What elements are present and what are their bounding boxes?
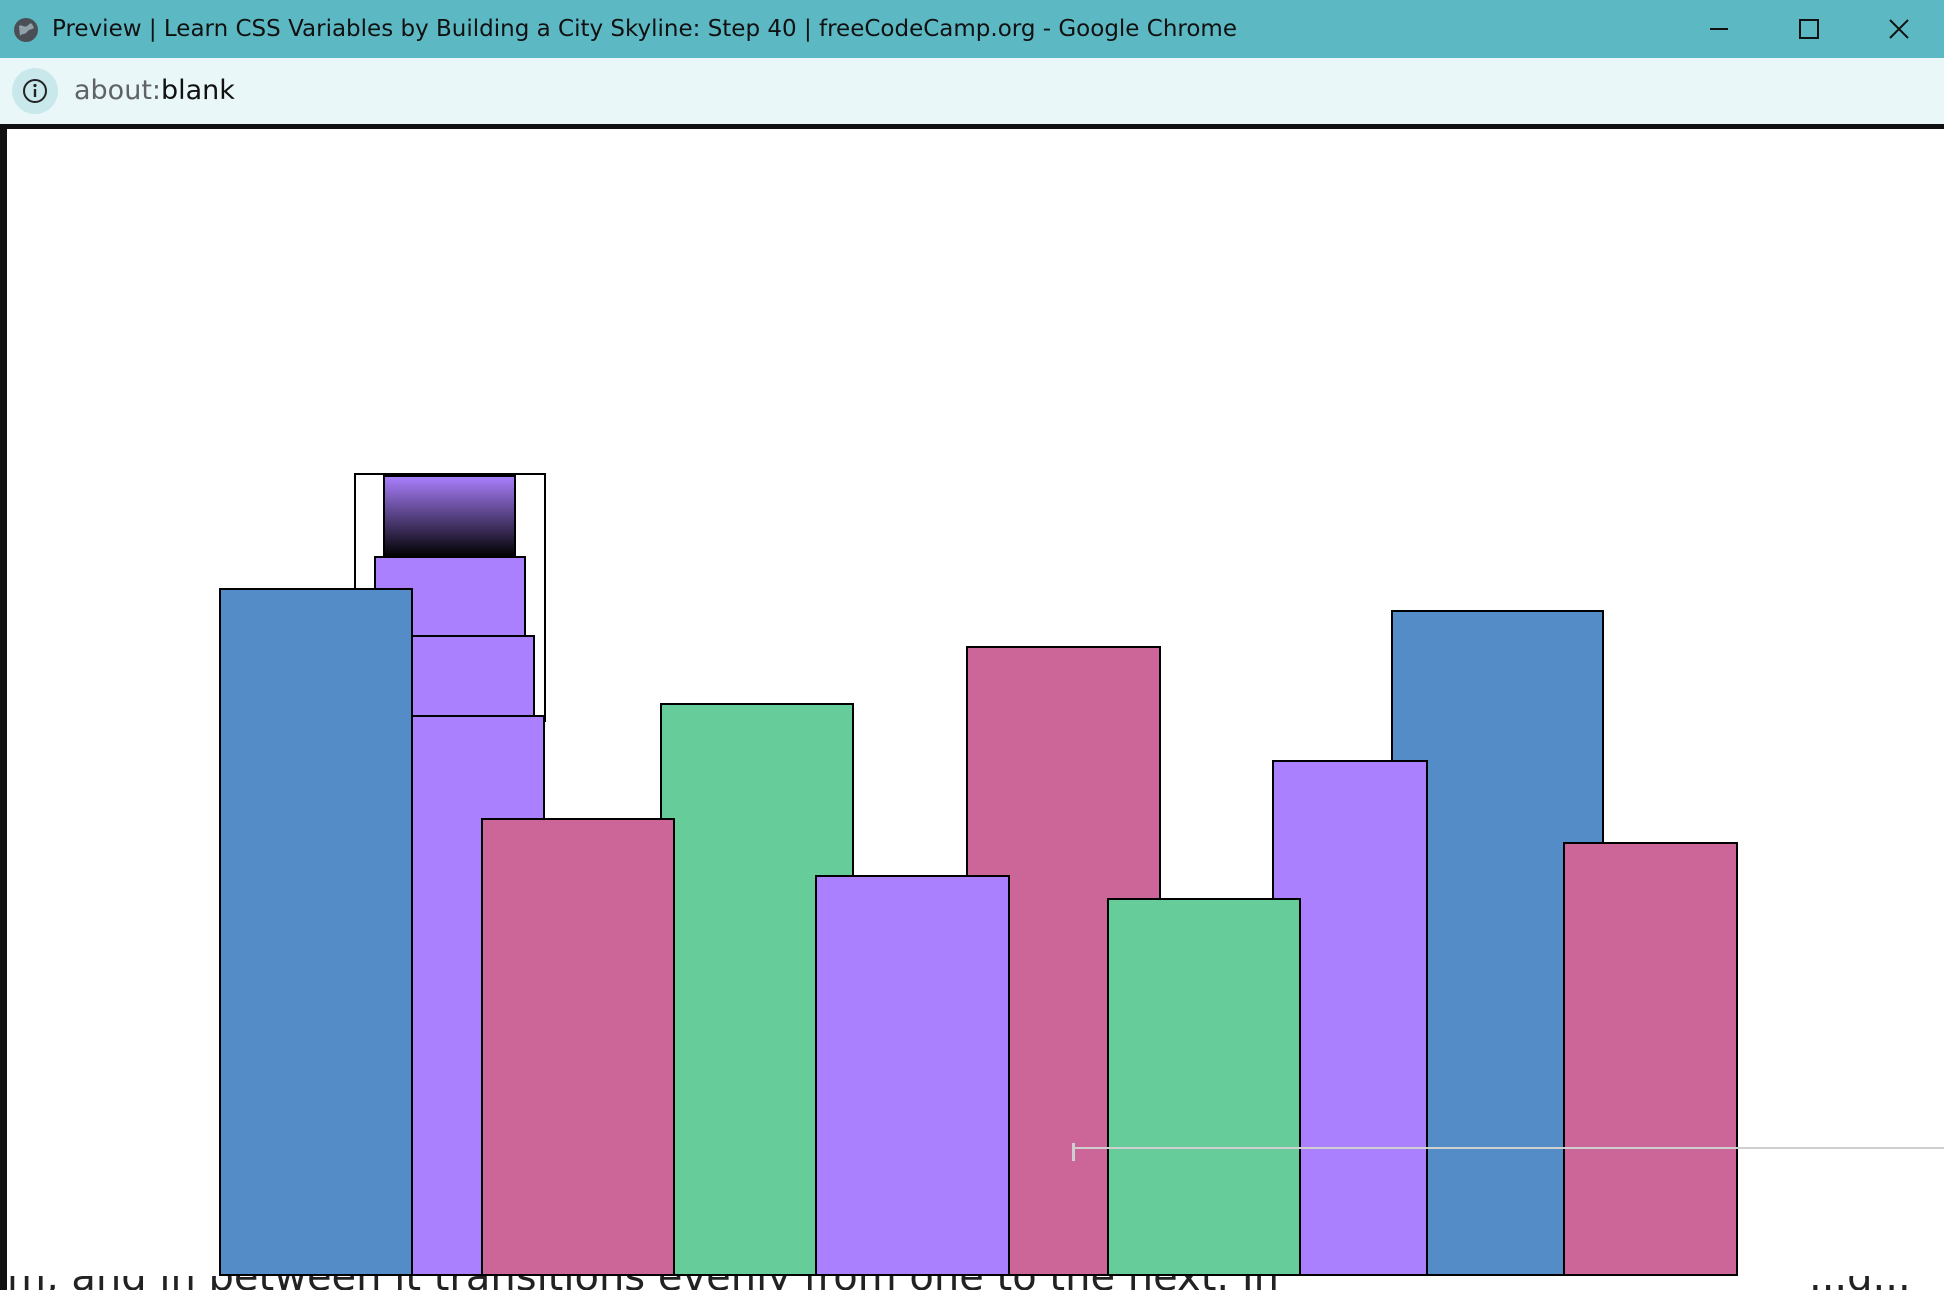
underlying-text-left: m, and in between it transitions evenly … <box>7 1276 1279 1290</box>
building-bb3 <box>481 818 675 1276</box>
address-bar: about:blank <box>0 58 1944 124</box>
maximize-button[interactable] <box>1764 0 1854 58</box>
bottom-strip <box>1075 1147 1944 1149</box>
window-title: Preview | Learn CSS Variables by Buildin… <box>52 16 1237 42</box>
building-bb7 <box>1107 898 1301 1276</box>
close-button[interactable] <box>1854 0 1944 58</box>
globe-icon <box>14 18 38 42</box>
site-info-button[interactable] <box>12 68 58 114</box>
info-icon <box>23 79 47 103</box>
minimize-icon <box>1710 28 1728 30</box>
building-bb2 <box>219 588 413 1276</box>
url-path: blank <box>161 75 235 106</box>
viewport-border <box>0 129 7 1290</box>
page-viewport[interactable]: m, and in between it transitions evenly … <box>0 129 1944 1290</box>
page-divider <box>1072 1143 1075 1161</box>
building-bb1-top <box>383 475 516 558</box>
minimize-button[interactable] <box>1674 0 1764 58</box>
building-bb10 <box>1563 842 1738 1276</box>
building-bb5 <box>815 875 1010 1276</box>
url-scheme: about: <box>74 75 161 106</box>
underlying-page-text: m, and in between it transitions evenly … <box>7 1276 1944 1290</box>
maximize-icon <box>1799 19 1819 39</box>
city-skyline <box>219 473 1738 1276</box>
underlying-text-right: ...d... <box>1809 1276 1911 1290</box>
toolbar-border <box>0 124 1944 129</box>
building-bb1-tier-2 <box>397 635 535 717</box>
title-bar[interactable]: Preview | Learn CSS Variables by Buildin… <box>0 0 1944 58</box>
url-field[interactable]: about:blank <box>74 58 235 124</box>
close-icon <box>1889 19 1909 39</box>
